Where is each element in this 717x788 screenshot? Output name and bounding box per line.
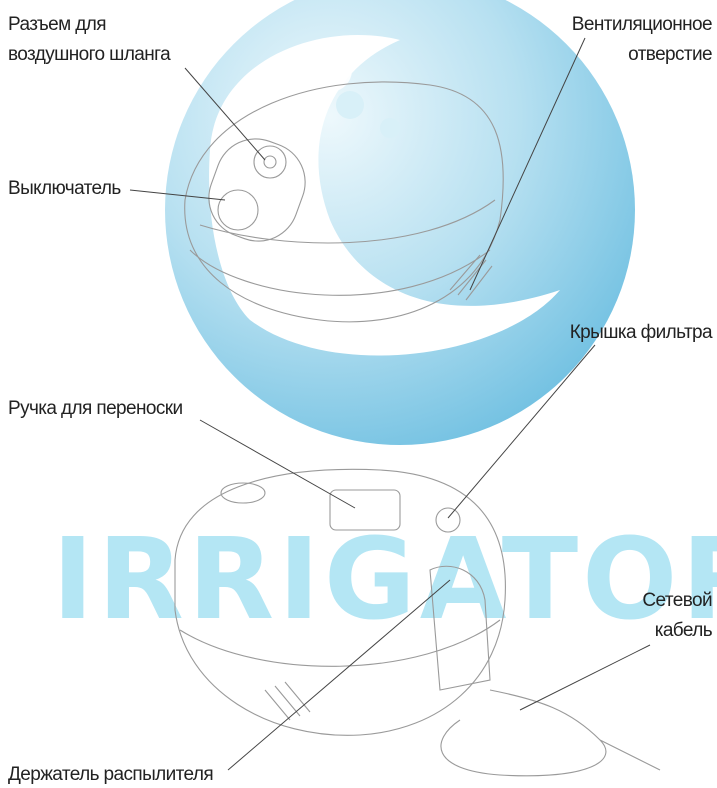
label: Ручка для переноски — [8, 398, 182, 419]
label: Вентиляционное — [572, 14, 712, 35]
label: Сетевой — [642, 590, 712, 611]
label: Разъем для — [8, 14, 106, 35]
label: Крышка фильтра — [570, 322, 713, 343]
label: кабель — [655, 620, 713, 641]
diagram: IRRIGATOR.RU Разъем для воздушного шланг… — [0, 0, 717, 788]
label: воздушного шланга — [8, 44, 171, 65]
watermark: IRRIGATOR.RU — [52, 515, 717, 645]
sphere-logo — [165, 0, 635, 445]
label: Держатель распылителя — [8, 764, 213, 785]
page: IRRIGATOR.RU Разъем для воздушного шланг… — [0, 0, 717, 788]
label: отверстие — [628, 44, 712, 65]
label: Выключатель — [8, 178, 121, 199]
